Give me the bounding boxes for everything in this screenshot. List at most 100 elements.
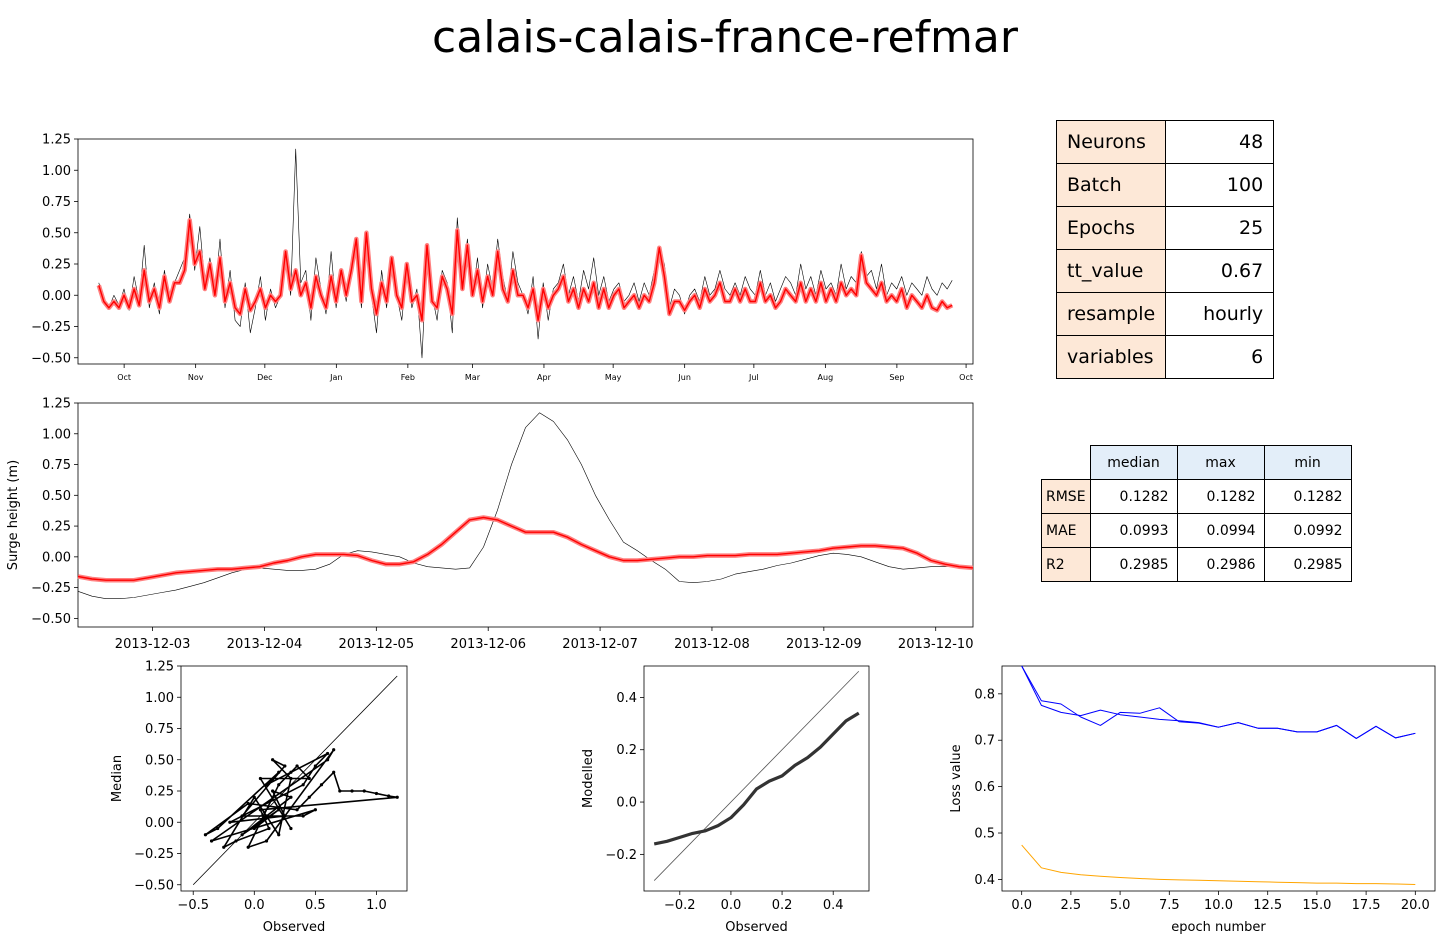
x-tick-label: Oct: [117, 373, 131, 382]
metrics-col-header: min: [1263, 445, 1352, 480]
x-tick-label: 2013-12-06: [450, 637, 526, 652]
x-tick-label: 2013-12-10: [898, 637, 974, 652]
x-axis-label: epoch number: [1171, 920, 1266, 935]
y-tick-label: 1.25: [145, 660, 174, 675]
x-tick-label: 17.5: [1352, 898, 1381, 913]
metrics-row-header: R2: [1041, 547, 1091, 582]
metrics-row-mae: MAE 0.0993 0.0994 0.0992: [1041, 513, 1352, 548]
x-tick-label: 2013-12-08: [674, 637, 750, 652]
metrics-col-header: median: [1089, 445, 1178, 480]
metrics-cell: 0.2985: [1263, 547, 1352, 582]
scatter-point: [332, 770, 336, 774]
metrics-cell: 0.2985: [1089, 547, 1178, 582]
y-tick-label: 0.00: [42, 289, 71, 304]
y-tick-label: −0.25: [31, 320, 71, 335]
scatter-point: [295, 808, 299, 812]
scatter-point: [295, 764, 299, 768]
identity-line: [653, 670, 860, 881]
x-tick-label: 5.0: [1110, 898, 1131, 913]
x-axis-label: Observed: [725, 920, 788, 935]
param-value: hourly: [1165, 292, 1275, 336]
x-tick-label: 20.0: [1401, 898, 1430, 913]
parameters-table: Neurons 48 Batch 100 Epochs 25 tt_value 0.67…: [1055, 120, 1275, 379]
param-value: 100: [1165, 163, 1275, 207]
scatter-point: [319, 783, 324, 787]
y-tick-label: 1.00: [42, 427, 71, 442]
param-value: 25: [1165, 206, 1275, 250]
scatter-point: [246, 845, 250, 849]
scatter-point: [264, 814, 269, 818]
scatter-point: [395, 795, 399, 799]
y-axis-label: Modelled: [581, 749, 596, 808]
loss-series-line: [1021, 844, 1416, 885]
scatter-point: [277, 770, 281, 774]
scatter-point: [313, 764, 317, 768]
scatter-point: [307, 795, 311, 799]
y-tick-label: 0.5: [974, 827, 995, 842]
x-tick-label: Jul: [748, 373, 759, 382]
y-tick-label: 1.00: [42, 164, 71, 179]
param-row-epochs: Epochs 25: [1055, 206, 1275, 250]
full-year-modelled-line: [98, 219, 953, 321]
scatter-point: [283, 814, 287, 818]
y-tick-label: 1.00: [145, 691, 174, 706]
param-value: 48: [1165, 120, 1275, 164]
y-tick-label: 0.2: [616, 743, 637, 758]
x-tick-label: Oct: [959, 373, 973, 382]
param-key: Epochs: [1055, 206, 1167, 250]
y-tick-label: 0.50: [145, 753, 174, 768]
zoom-week-modelled-band: [77, 515, 974, 583]
metrics-row-header: RMSE: [1041, 479, 1091, 514]
scatter-point: [332, 748, 336, 752]
x-tick-label: 12.5: [1253, 898, 1282, 913]
x-axis-label: Observed: [263, 920, 326, 935]
param-row-neurons: Neurons 48: [1055, 120, 1275, 164]
scatter-point: [338, 789, 342, 793]
metrics-cell: 0.0994: [1176, 513, 1265, 548]
x-tick-label: May: [605, 373, 622, 382]
x-tick-label: 7.5: [1159, 898, 1180, 913]
y-tick-label: 0.25: [42, 520, 71, 535]
x-tick-label: 2.5: [1061, 898, 1082, 913]
metrics-col-header: max: [1176, 445, 1265, 480]
param-row-resample: resample hourly: [1055, 292, 1275, 336]
scatter-point: [289, 826, 293, 831]
x-tick-label: Mar: [465, 373, 481, 382]
y-tick-label: −0.50: [31, 612, 71, 627]
y-tick-label: −0.25: [31, 581, 71, 596]
y-tick-label: 0.4: [974, 873, 995, 888]
scatter-point: [289, 776, 293, 781]
metrics-row-r2: R2 0.2985 0.2986 0.2985: [1041, 547, 1352, 582]
scatter-point: [240, 833, 244, 837]
scatter-point: [277, 808, 281, 812]
y-axis-label: Median: [110, 755, 125, 802]
param-key: Neurons: [1055, 120, 1167, 164]
scatter-point: [258, 820, 263, 824]
scatter-axes: [180, 665, 408, 892]
scatter-point: [264, 839, 269, 843]
x-tick-label: 0.4: [823, 898, 844, 913]
x-tick-label: 1.0: [366, 898, 387, 913]
scatter-point: [387, 794, 391, 798]
scatter-point: [277, 833, 281, 837]
y-tick-label: 0.25: [42, 258, 71, 273]
scatter-point: [203, 833, 208, 837]
loss-axes: [1001, 665, 1436, 892]
y-tick-label: −0.50: [31, 351, 71, 366]
metrics-corner: [1042, 446, 1091, 480]
param-row-batch: Batch 100: [1055, 163, 1275, 207]
y-tick-label: 1.25: [42, 397, 71, 412]
scatter-point: [289, 770, 293, 774]
x-tick-label: 10.0: [1204, 898, 1233, 913]
metrics-table: median max min RMSE 0.1282 0.1282 0.1282…: [1041, 445, 1352, 582]
scatter-point: [289, 795, 293, 799]
y-tick-label: −0.25: [134, 847, 174, 862]
scatter-point: [301, 783, 305, 787]
scatter-point: [258, 808, 263, 812]
y-tick-label: 0.50: [42, 226, 71, 241]
identity-line: [192, 675, 398, 886]
x-tick-label: Dec: [257, 373, 272, 382]
scatter-point: [307, 776, 311, 781]
scatter-point: [240, 814, 244, 818]
zoom-week-axes: [77, 402, 974, 628]
